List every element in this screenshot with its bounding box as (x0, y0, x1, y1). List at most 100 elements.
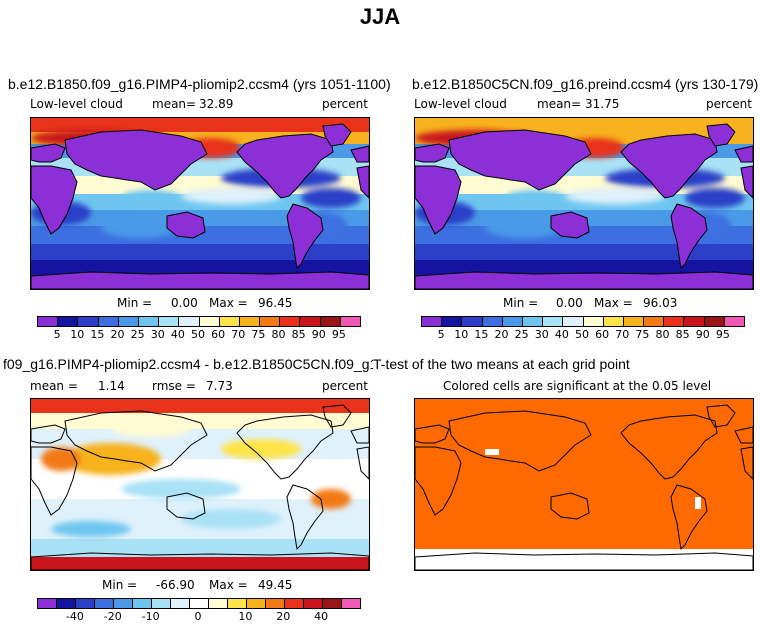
panel3-field-patch (311, 489, 351, 509)
panel2-colorbar-tick-label: 20 (494, 328, 509, 341)
panel2-colorbar-tick-label: 95 (715, 328, 730, 341)
panel2-colorbar-tick-label: 5 (437, 328, 445, 341)
panel3-field-patch (121, 479, 241, 499)
colorbar-swatch (159, 317, 180, 326)
panel2-mean-label: mean= (537, 97, 582, 111)
panel2-colorbar-tick-label: 75 (635, 328, 650, 341)
panel1-coastline-africa (31, 165, 369, 235)
colorbar-swatch (522, 317, 544, 326)
panel4-nonsignificant-area (415, 549, 753, 570)
panel4-coastline-antarctica (415, 552, 753, 570)
panel1-case-title: b.e12.B1850.f09_g16.PIMP4-pliomip2.ccsm4… (8, 76, 391, 92)
colorbar-swatch (462, 317, 483, 326)
colorbar-swatch (724, 317, 744, 326)
panel1-colorbar-tick-label: 50 (191, 328, 205, 341)
panel1-coastline-antarctica (31, 271, 369, 289)
panel4-title: T-test of the two means at each grid poi… (373, 356, 630, 372)
panel4-coastline-south-america (670, 484, 708, 551)
colorbar-swatch (623, 317, 645, 326)
colorbar-swatch (684, 317, 705, 326)
panel2-field-patch (505, 190, 565, 206)
panel3-max-label: Max = (209, 578, 248, 592)
colorbar-swatch (280, 317, 301, 326)
panel2-field-patch (485, 218, 565, 238)
panel3-rmse-label: rmse = (152, 379, 196, 393)
panel2-colorbar-tick-label: 85 (675, 328, 690, 341)
panel3-mean-value: 1.14 (98, 379, 125, 393)
panel3-colorbar-tick-label: 10 (238, 610, 253, 623)
panel1-field-patch (121, 190, 181, 206)
panel2-colorbar-tick-label: 10 (454, 328, 469, 341)
colorbar-swatch (199, 317, 220, 326)
panel4-coastline-north-america (620, 414, 718, 480)
panel1-field-band (31, 260, 369, 276)
panel3-field-patch (221, 439, 301, 459)
panel3-colorbar-tick-label: -40 (65, 610, 84, 623)
panel4-coastline-greenland (706, 404, 736, 428)
panel3-field-patch (181, 509, 281, 529)
panel3-min-value: -66.90 (156, 578, 195, 592)
panel3-colorbar-tick-label: 40 (314, 610, 329, 623)
panel2-colorbar-tick-label: 15 (474, 328, 489, 341)
panel3-colorbar-tick-label: 0 (194, 610, 202, 623)
colorbar-swatch (583, 317, 604, 326)
panel1-field-band (31, 244, 369, 260)
panel4-coastline-africa (415, 446, 753, 516)
panel1-min-value: 0.00 (171, 296, 198, 310)
panel1-mean-label: mean= (152, 97, 197, 111)
panel2-field-patch (685, 188, 745, 208)
panel3-coastline-asia (64, 410, 208, 472)
panel2-field-band (415, 260, 753, 276)
panel3-map-svg (31, 399, 369, 570)
colorbar-swatch (179, 317, 200, 326)
panel2-min-value: 0.00 (556, 296, 583, 310)
panel1-colorbar-tick-label: 70 (231, 328, 246, 341)
colorbar-swatch (563, 317, 584, 326)
panel3-field-band (31, 413, 369, 429)
panel4-coastline-australia (550, 492, 590, 520)
panel1-colorbar-tick-label: 95 (331, 328, 346, 341)
colorbar-swatch (502, 317, 523, 326)
panel3-coastline-europe (31, 424, 369, 444)
panel1-min-label: Min = (117, 296, 153, 310)
panel1-coastline-australia (166, 211, 206, 239)
panel2-colorbar-tick-label: 50 (575, 328, 589, 341)
colorbar-swatch (342, 599, 360, 608)
panel3-map (30, 398, 370, 571)
panel1-coastline-asia (64, 129, 208, 191)
panel1-colorbar-tick-label: 85 (291, 328, 306, 341)
panel1-coastline-europe (31, 143, 369, 163)
panel2-coastline-greenland (706, 123, 736, 147)
panel3-rmse-value: 7.73 (206, 379, 233, 393)
panel1-colorbar-boxes (37, 316, 361, 327)
panel1-variable: Low-level cloud (30, 97, 123, 111)
panel2-colorbar-tick-label: 60 (595, 328, 610, 341)
colorbar-swatch (300, 317, 321, 326)
panel3-field-band (31, 539, 369, 557)
panel4-nonsignificant-area (485, 449, 499, 455)
panel2-coastline-asia (448, 129, 592, 191)
colorbar-swatch (247, 599, 266, 608)
panel4-note: Colored cells are significant at the 0.0… (443, 379, 712, 393)
colorbar-swatch (340, 317, 360, 326)
panel1-colorbar-tick-label: 90 (311, 328, 326, 341)
panel2-field-band (415, 244, 753, 260)
colorbar-swatch (442, 317, 463, 326)
panel1-field-band (31, 118, 369, 132)
panel3-field-patch (51, 521, 131, 537)
panel3-coastline-australia (166, 492, 206, 520)
panel2-field-patch (565, 188, 665, 204)
panel1-colorbar-tick-label: 15 (90, 328, 105, 341)
colorbar-swatch (664, 317, 685, 326)
figure-title: JJA (359, 4, 401, 29)
panel1-coastline-greenland (322, 123, 352, 147)
panel1-colorbar-tick-label: 20 (110, 328, 125, 341)
panel4-map-svg (415, 399, 753, 570)
panel1-mean-value: 32.89 (199, 97, 234, 111)
panel3-colorbar-tick-label: -10 (141, 610, 160, 623)
panel3-colorbar-tick-label: 20 (276, 610, 291, 623)
panel3-units: percent (322, 379, 368, 393)
colorbar-swatch (228, 599, 247, 608)
panel2-coastline-europe (415, 143, 753, 163)
colorbar-swatch (260, 317, 281, 326)
